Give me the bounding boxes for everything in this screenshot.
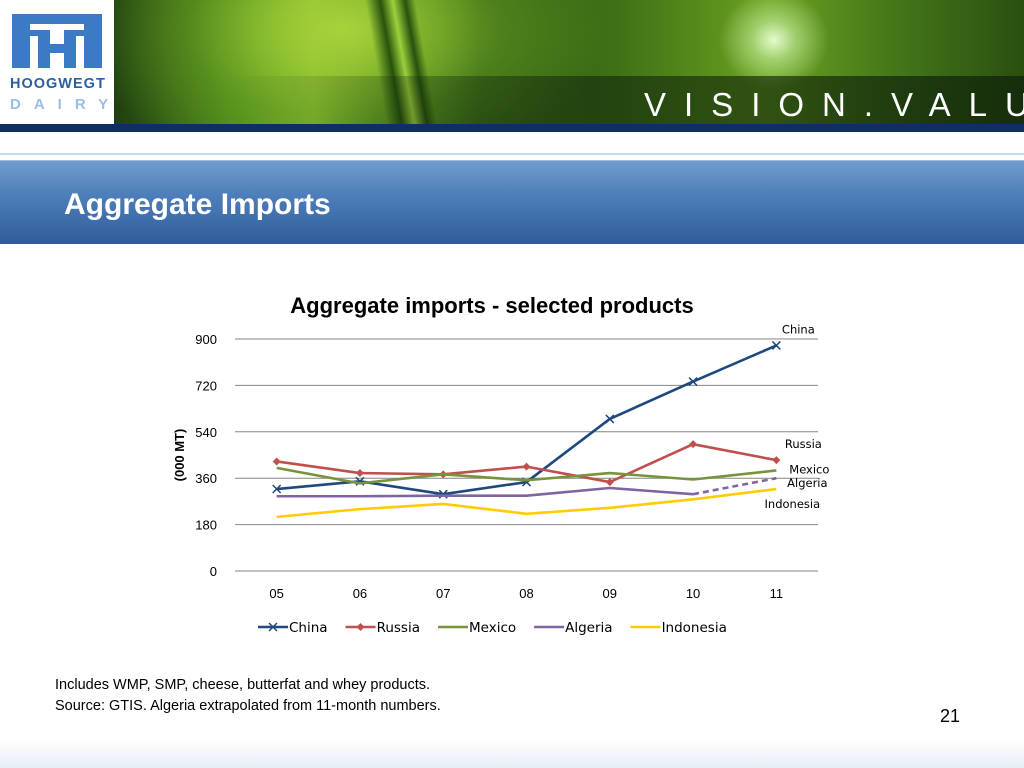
y-tick-label: 0 <box>210 564 217 579</box>
tagline-band <box>228 76 1024 124</box>
legend-label: Mexico <box>469 620 516 636</box>
footnotes: Includes WMP, SMP, cheese, butterfat and… <box>55 675 441 717</box>
y-tick-label: 180 <box>195 518 217 533</box>
y-tick-label: 720 <box>195 378 217 393</box>
series-line-algeria <box>276 486 694 498</box>
legend: China Russia Mexico Algeria Indonesia <box>258 620 727 636</box>
x-tick-labels: 05 06 07 08 09 10 11 <box>269 586 783 601</box>
series-end-label-russia: Russia <box>785 437 822 451</box>
legend-item-indonesia: Indonesia <box>630 620 727 636</box>
y-tick-label: 360 <box>195 471 217 486</box>
footnote-products: Includes WMP, SMP, cheese, butterfat and… <box>55 677 431 693</box>
hoogwegt-logo-icon <box>12 14 102 68</box>
legend-label: China <box>289 620 328 636</box>
x-tick-label: 07 <box>436 586 450 601</box>
legend-item-mexico: Mexico <box>437 620 516 636</box>
line-chart: Aggregate imports - selected products 0 1… <box>160 285 840 650</box>
data-point-russia <box>522 462 531 471</box>
x-tick-label: 09 <box>603 586 617 601</box>
data-point-china <box>771 340 781 350</box>
legend-label: Indonesia <box>662 620 727 636</box>
series-end-label-china: China <box>782 322 815 336</box>
legend-marker <box>268 622 278 632</box>
series-line-indonesia <box>276 487 777 519</box>
chart-title: Aggregate imports - selected products <box>290 293 693 318</box>
data-point-china <box>605 414 615 424</box>
legend-item-china: China <box>258 620 328 636</box>
legend-item-algeria: Algeria <box>534 620 613 636</box>
data-point-russia <box>689 440 698 449</box>
x-tick-label: 10 <box>686 586 700 601</box>
slide-number: 21 <box>939 706 960 726</box>
series-end-label-indonesia: Indonesia <box>765 497 821 511</box>
legend-label: Algeria <box>565 620 612 636</box>
y-tick-label: 900 <box>195 332 217 347</box>
x-tick-label: 08 <box>519 586 533 601</box>
data-point-russia <box>272 457 281 466</box>
logo-text-bottom: DAIRY <box>10 96 122 113</box>
y-axis-label: (000 MT) <box>172 429 187 482</box>
x-tick-label: 11 <box>770 586 784 601</box>
legend-label: Russia <box>377 620 420 636</box>
x-tick-label: 05 <box>269 586 283 601</box>
data-point-russia <box>355 469 364 478</box>
legend-marker <box>356 623 365 631</box>
footer-band <box>0 738 1024 768</box>
footnote-source: Source: GTIS. Algeria extrapolated from … <box>55 698 441 714</box>
data-point-russia <box>772 456 781 465</box>
data-point-china <box>272 484 282 494</box>
data-point-china <box>688 377 698 387</box>
legend-item-russia: Russia <box>345 620 420 636</box>
logo: HOOGWEGT DAIRY <box>0 0 114 124</box>
series-lines <box>272 340 781 519</box>
y-tick-labels: 0 180 360 540 720 900 <box>195 332 217 579</box>
banner-divider <box>0 124 1024 132</box>
y-tick-label: 540 <box>195 425 217 440</box>
grid-lines <box>235 338 818 572</box>
page-title: Aggregate Imports <box>64 188 331 221</box>
header-separator <box>0 153 1024 155</box>
chart-canvas: Aggregate imports - selected products 0 1… <box>172 293 830 636</box>
series-line-algeria-extrapolated <box>692 476 777 496</box>
series-end-label-algeria: Algeria <box>787 476 827 490</box>
series-end-label-mexico: Mexico <box>789 462 829 476</box>
x-tick-label: 06 <box>353 586 367 601</box>
title-bar: Aggregate Imports <box>0 160 1024 244</box>
header-banner: HOOGWEGT DAIRY VISION.VALUE. <box>0 0 1024 132</box>
logo-text-top: HOOGWEGT <box>10 76 106 92</box>
series-line-mexico <box>276 466 777 485</box>
tagline: VISION.VALUE. <box>644 86 1024 123</box>
data-point-russia <box>605 478 614 487</box>
header-photo: VISION.VALUE. <box>114 0 1024 124</box>
